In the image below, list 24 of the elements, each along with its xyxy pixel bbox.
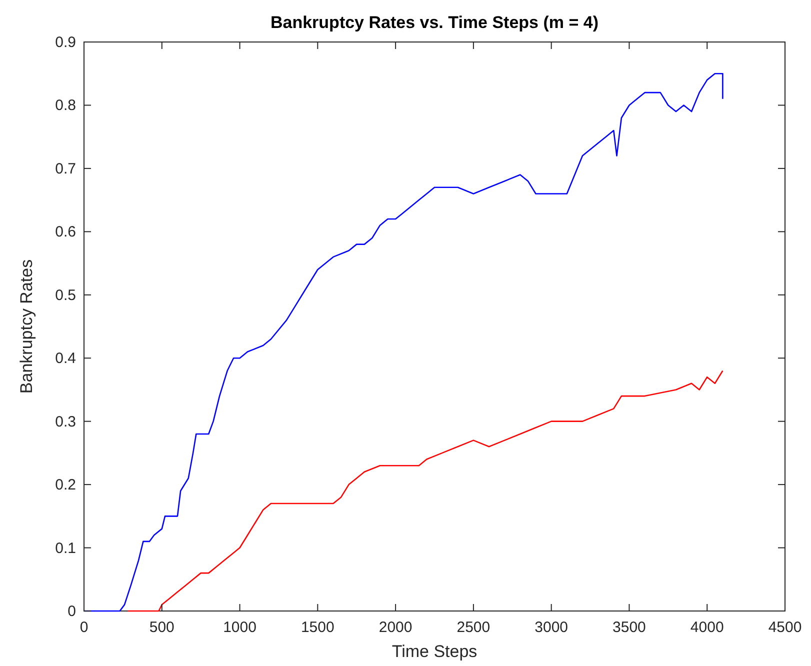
x-tick-label: 3000: [534, 619, 568, 636]
x-tick-label: 1500: [300, 619, 334, 636]
line-series: [126, 370, 724, 612]
y-tick-label: 0.7: [55, 160, 76, 178]
y-axis-title: Bankruptcy Rates: [17, 259, 36, 394]
y-tick-label: 0.5: [55, 286, 76, 304]
x-tick-label: 0: [80, 619, 88, 636]
x-tick-label: 3500: [612, 619, 646, 636]
y-tick-label: 0.4: [55, 350, 76, 368]
y-tick-label: 0.8: [55, 97, 76, 114]
x-tick-label: 2500: [456, 619, 490, 636]
x-tick-label: 2000: [378, 619, 412, 636]
y-tick-label: 0: [68, 603, 76, 620]
y-tick-label: 0.3: [55, 413, 76, 430]
y-tick-label: 0.1: [55, 540, 76, 557]
x-tick-label: 1000: [223, 619, 256, 636]
y-tick-label: 0.6: [55, 224, 76, 241]
x-axis-title: Time Steps: [392, 642, 478, 661]
x-tick-label: 4000: [690, 619, 724, 636]
y-tick-label: 0.2: [55, 476, 76, 494]
x-tick-label: 4500: [768, 619, 802, 636]
y-tick-label: 0.9: [55, 34, 76, 51]
x-tick-label: 500: [149, 619, 174, 636]
chart-title: Bankruptcy Rates vs. Time Steps (m = 4): [270, 13, 599, 32]
